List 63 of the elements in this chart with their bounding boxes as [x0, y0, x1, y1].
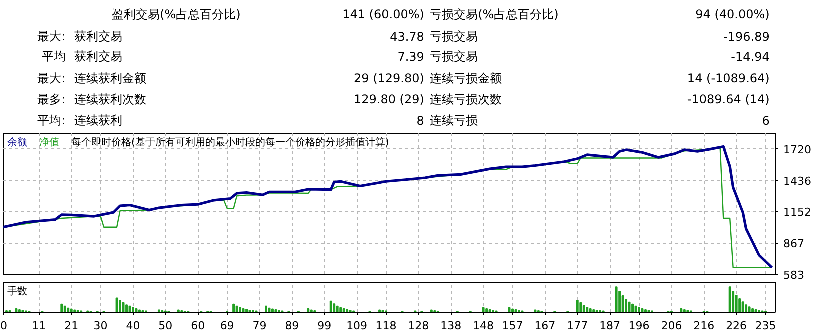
x-tick-label: 60 — [191, 320, 206, 332]
text: 6 — [762, 114, 770, 128]
text: 最多: — [38, 92, 66, 106]
text: 连续亏损次数 — [430, 92, 502, 106]
text: 平均 — [42, 50, 66, 64]
x-tick-label: 118 — [376, 320, 397, 332]
x-tick-label: 216 — [694, 320, 715, 332]
y-tick-label: 867 — [784, 238, 804, 251]
text: 平均: — [38, 114, 66, 128]
x-tick-label: 138 — [440, 320, 462, 332]
x-tick-label: 99 — [318, 320, 332, 332]
x-tick-label: 40 — [126, 320, 140, 332]
x-tick-label: 148 — [473, 320, 494, 332]
x-tick-label: 187 — [600, 320, 621, 332]
x-tick-label: 89 — [285, 320, 300, 332]
y-tick-label: 1720 — [784, 143, 812, 156]
text: 29 (129.80) — [354, 72, 424, 86]
text: 最大: — [38, 72, 66, 86]
text: 94 (40.00%) — [696, 8, 770, 22]
text: 连续获利金额 — [74, 72, 146, 86]
x-tick-label: 177 — [567, 320, 588, 332]
x-tick-label: 235 — [755, 320, 776, 332]
y-tick-label: 1152 — [784, 206, 812, 220]
y-tick-label: 583 — [784, 269, 804, 282]
text: -1089.64 (14) — [687, 92, 770, 106]
text: 129.80 (29) — [354, 92, 424, 106]
x-tick-label: 109 — [346, 320, 368, 332]
text: 盈利交易(%占总百分比) — [112, 8, 241, 22]
text: 14 (-1089.64) — [687, 72, 770, 86]
text: -196.89 — [724, 30, 770, 44]
x-tick-label: 50 — [158, 320, 173, 332]
x-tick-label: 167 — [534, 320, 556, 332]
text: 获利交易 — [74, 50, 122, 64]
text: 余额 — [8, 136, 28, 148]
x-tick-label: 11 — [32, 320, 46, 332]
x-tick-label: 196 — [628, 320, 650, 332]
text: 获利交易 — [74, 30, 122, 44]
text: 连续获利次数 — [74, 92, 146, 106]
text: 净值 — [40, 136, 60, 148]
text: 43.78 — [390, 30, 424, 44]
x-tick-label: 128 — [408, 320, 430, 332]
x-tick-label: 30 — [94, 320, 108, 332]
text: 连续获利 — [74, 114, 122, 128]
x-tick-label: 0 — [0, 320, 8, 332]
x-tick-label: 206 — [661, 320, 682, 332]
text: 连续亏损金额 — [430, 72, 502, 86]
text: 141 (60.00%) — [342, 8, 424, 22]
text: 亏损交易(%占总百分比) — [430, 8, 559, 22]
text: 7.39 — [398, 50, 424, 64]
x-tick-label: 21 — [64, 320, 79, 332]
text: 亏损交易 — [430, 50, 478, 64]
y-tick-label: 1436 — [784, 174, 812, 188]
text: 最大: — [38, 30, 66, 44]
x-tick-label: 69 — [220, 320, 234, 332]
x-tick-label: 157 — [502, 320, 524, 332]
text: 8 — [416, 114, 424, 128]
x-tick-label: 226 — [726, 320, 748, 332]
text: -14.94 — [731, 50, 770, 64]
x-tick-label: 79 — [252, 320, 267, 332]
text: 连续亏损 — [430, 114, 478, 128]
chart-title: 每个即时价格(基于所有可利用的最小时段的每一个价格的分形插值计算) — [72, 136, 390, 148]
text: 亏损交易 — [430, 30, 478, 44]
chart-title: 手数 — [8, 286, 28, 298]
